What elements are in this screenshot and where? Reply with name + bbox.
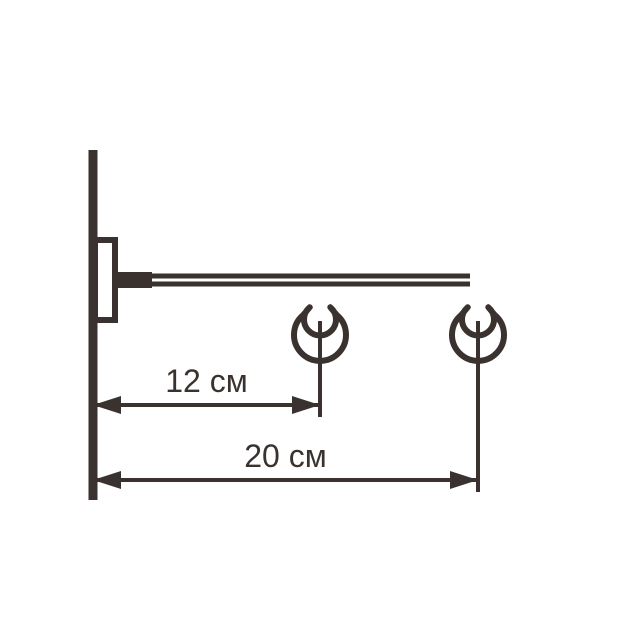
mount-plate bbox=[95, 240, 115, 320]
dim-1-label: 12 см bbox=[165, 363, 247, 399]
bracket-diagram: 12 см 20 см bbox=[0, 0, 640, 640]
dim-2-label: 20 см bbox=[244, 438, 326, 474]
